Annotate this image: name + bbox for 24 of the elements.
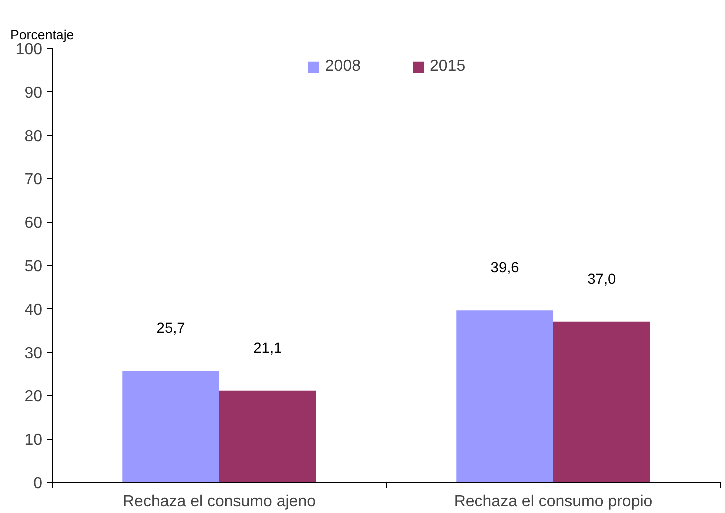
y-tick-label: 0 — [34, 476, 43, 492]
bar — [220, 390, 316, 482]
bar — [122, 370, 220, 482]
data-label: 21,1 — [254, 340, 282, 357]
bar — [554, 322, 650, 482]
data-label: 39,6 — [490, 260, 520, 277]
y-tick-label: 50 — [24, 258, 43, 276]
bar — [456, 310, 554, 482]
y-tick-label: 10 — [24, 432, 43, 450]
data-label: 25,7 — [156, 320, 186, 337]
y-tick-label: 40 — [24, 302, 43, 319]
x-tick-label: Rechaza el consumo ajeno — [122, 494, 316, 510]
y-tick-label: 30 — [24, 345, 43, 362]
y-tick-label: 60 — [24, 215, 43, 232]
y-tick-label: 70 — [24, 172, 43, 189]
y-tick-label: 90 — [24, 84, 43, 102]
y-tick-label: 100 — [16, 42, 43, 58]
y-axis-title: Porcentaje — [10, 28, 74, 42]
y-tick-label: 80 — [24, 128, 43, 146]
x-tick-label: Rechaza el consumo propio — [454, 494, 653, 510]
y-tick-label: 20 — [24, 388, 43, 406]
data-label: 37,0 — [588, 272, 616, 288]
legend-label: 2008 — [325, 58, 361, 76]
legend-label: 2015 — [430, 58, 466, 76]
